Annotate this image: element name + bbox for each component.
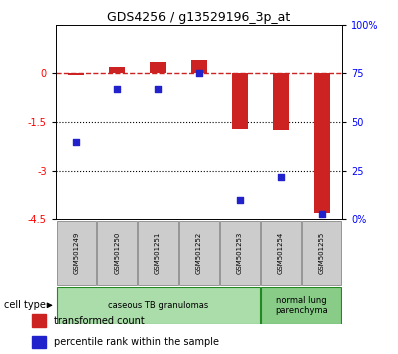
Bar xyxy=(273,73,289,130)
Bar xyxy=(139,221,178,285)
Bar xyxy=(32,314,46,327)
Text: GSM501254: GSM501254 xyxy=(278,232,284,274)
Bar xyxy=(150,62,166,73)
Point xyxy=(278,174,284,179)
Point xyxy=(155,86,161,92)
Bar xyxy=(98,221,137,285)
Text: GSM501251: GSM501251 xyxy=(155,232,161,274)
Text: GSM501250: GSM501250 xyxy=(114,232,120,274)
Bar xyxy=(261,287,341,324)
Text: GSM501253: GSM501253 xyxy=(237,232,243,274)
Title: GDS4256 / g13529196_3p_at: GDS4256 / g13529196_3p_at xyxy=(107,11,291,24)
Text: transformed count: transformed count xyxy=(54,316,144,326)
Bar xyxy=(179,221,219,285)
Text: percentile rank within the sample: percentile rank within the sample xyxy=(54,337,219,347)
Bar xyxy=(314,73,330,213)
Text: normal lung
parenchyma: normal lung parenchyma xyxy=(275,296,328,315)
Text: GSM501249: GSM501249 xyxy=(73,232,79,274)
Bar xyxy=(191,60,207,73)
Text: cell type: cell type xyxy=(4,300,46,310)
Bar xyxy=(68,73,84,75)
Point xyxy=(196,70,202,76)
Text: GSM501252: GSM501252 xyxy=(196,232,202,274)
Bar xyxy=(232,73,248,129)
Bar xyxy=(261,221,300,285)
Bar xyxy=(302,221,341,285)
Bar xyxy=(109,67,125,73)
Point xyxy=(319,211,325,217)
Text: GSM501255: GSM501255 xyxy=(319,232,325,274)
Bar xyxy=(32,336,46,348)
Point xyxy=(237,197,243,203)
Point xyxy=(73,139,79,144)
Bar xyxy=(220,221,259,285)
Point xyxy=(114,86,120,92)
Bar xyxy=(57,221,96,285)
Bar xyxy=(57,287,259,324)
Text: caseous TB granulomas: caseous TB granulomas xyxy=(108,301,208,310)
